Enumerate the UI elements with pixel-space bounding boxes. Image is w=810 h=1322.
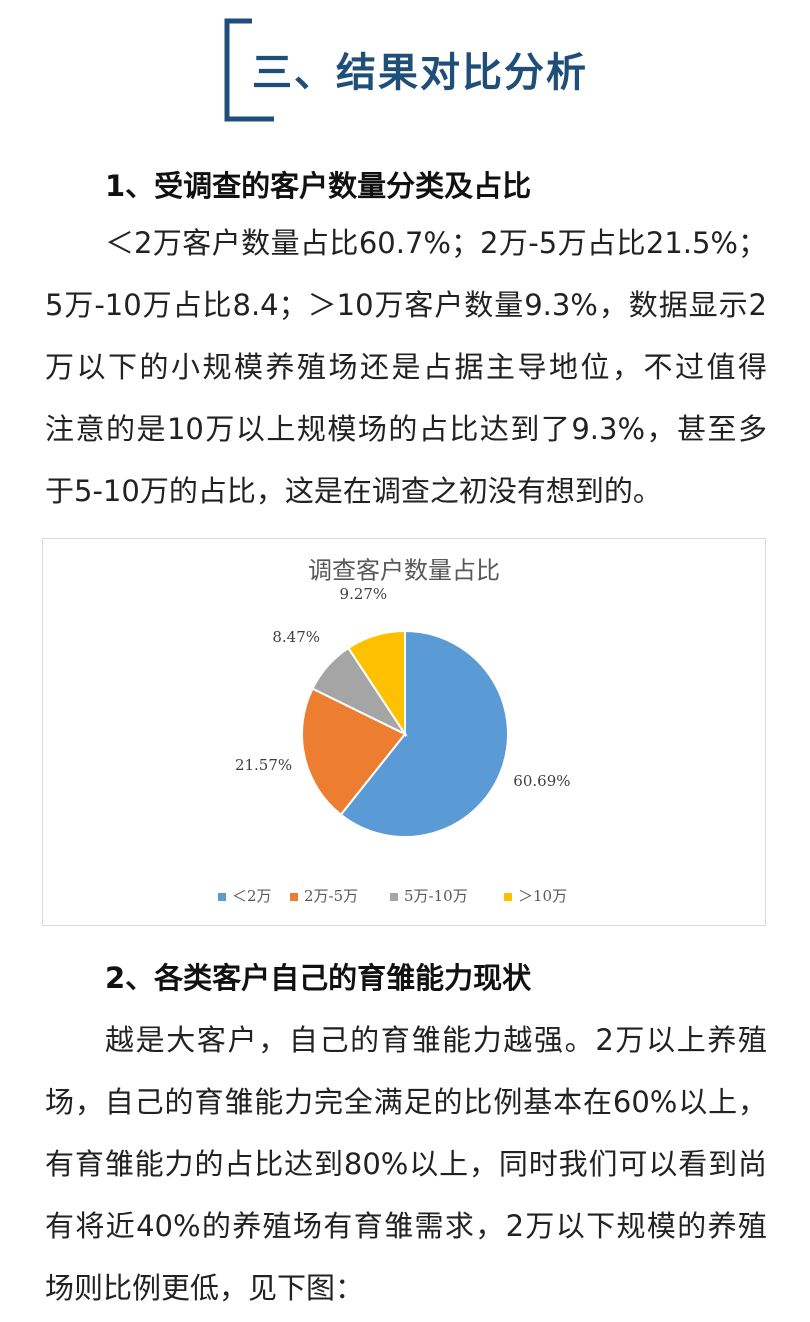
section-heading: 1、受调查的客户数量分类及占比 [105, 169, 532, 203]
text-line: 有育雏能力的占比达到80%以上，同时我们可以看到尚 [45, 1147, 767, 1181]
text-line: ＜2万客户数量占比60.7%；2万-5万占比21.5%； [105, 226, 767, 260]
chart-frame: 调查客户数量占比 60.69% 21.57% 8.47% 9.27% ＜2万 2万-5万 5… [42, 538, 766, 926]
legend-swatch [218, 893, 226, 901]
data-label: 21.57% [235, 756, 292, 774]
data-label: 9.27% [340, 585, 388, 603]
legend-label: ＞10万 [518, 887, 567, 905]
legend-swatch [290, 893, 298, 901]
legend-label: 5万-10万 [404, 887, 468, 905]
data-label: 60.69% [513, 772, 570, 790]
title-bracket [224, 18, 274, 122]
legend-swatch [390, 893, 398, 901]
text-line: 注意的是10万以上规模场的占比达到了9.3%，甚至多 [45, 412, 767, 446]
chart: 调查客户数量占比 60.69% 21.57% 8.47% 9.27% ＜2万 2万-5万 5… [218, 557, 571, 905]
legend-label: ＜2万 [232, 887, 272, 905]
pie-slice [301, 687, 407, 817]
legend-label: 2万-5万 [304, 887, 358, 905]
pie-slice [339, 629, 509, 838]
data-label: 8.47% [272, 628, 320, 646]
text-line: 于5-10万的占比，这是在调查之初没有想到的。 [45, 474, 662, 508]
legend-swatch [504, 893, 512, 901]
text-line: 有将近40%的养殖场有育雏需求，2万以下规模的养殖 [45, 1209, 767, 1243]
pie-slice [346, 629, 406, 738]
text-line: 万以下的小规模养殖场还是占据主导地位，不过值得 [45, 350, 767, 384]
text-line: 5万-10万占比8.4；＞10万客户数量9.3%，数据显示2 [45, 288, 767, 322]
text-line: 越是大客户，自己的育雏能力越强。2万以上养殖 [105, 1023, 767, 1057]
text-line: 场，自己的育雏能力完全满足的比例基本在60%以上， [45, 1085, 767, 1119]
paragraph: 越是大客户，自己的育雏能力越强。2万以上养殖场，自己的育雏能力完全满足的比例基本… [45, 1009, 767, 1319]
page-title: 三、结果对比分析 [252, 50, 588, 96]
paragraph: ＜2万客户数量占比60.7%；2万-5万占比21.5%； 5万-10万占比8.4；… [45, 212, 767, 522]
chart-title: 调查客户数量占比 [308, 557, 500, 585]
section-heading: 2、各类客户自己的育雏能力现状 [105, 961, 532, 995]
text-line: 场则比例更低，见下图： [45, 1271, 365, 1305]
